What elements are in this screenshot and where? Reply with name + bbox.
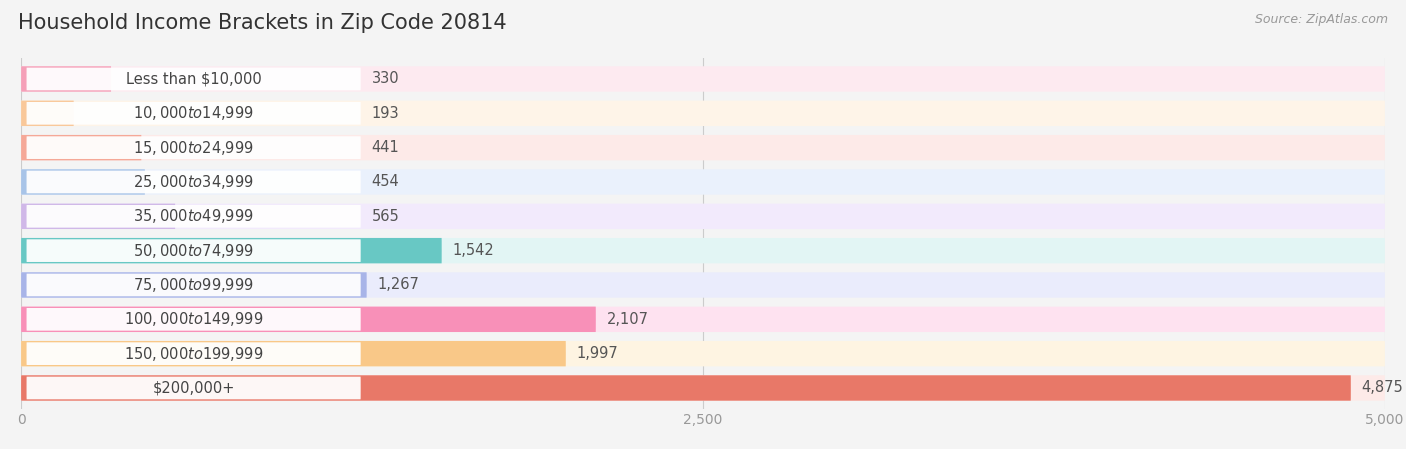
FancyBboxPatch shape bbox=[21, 272, 1385, 298]
Text: $200,000+: $200,000+ bbox=[152, 380, 235, 396]
FancyBboxPatch shape bbox=[27, 377, 361, 399]
FancyBboxPatch shape bbox=[21, 101, 1385, 126]
FancyBboxPatch shape bbox=[21, 66, 1385, 92]
FancyBboxPatch shape bbox=[21, 341, 565, 366]
Text: $15,000 to $24,999: $15,000 to $24,999 bbox=[134, 139, 254, 157]
FancyBboxPatch shape bbox=[27, 102, 361, 125]
Text: 454: 454 bbox=[371, 175, 399, 189]
FancyBboxPatch shape bbox=[21, 169, 1385, 195]
Text: Less than $10,000: Less than $10,000 bbox=[125, 71, 262, 87]
FancyBboxPatch shape bbox=[21, 135, 142, 160]
FancyBboxPatch shape bbox=[27, 136, 361, 159]
FancyBboxPatch shape bbox=[21, 203, 1385, 229]
FancyBboxPatch shape bbox=[21, 307, 1385, 332]
FancyBboxPatch shape bbox=[21, 341, 1385, 366]
FancyBboxPatch shape bbox=[21, 272, 367, 298]
FancyBboxPatch shape bbox=[27, 342, 361, 365]
FancyBboxPatch shape bbox=[21, 101, 73, 126]
Text: $25,000 to $34,999: $25,000 to $34,999 bbox=[134, 173, 254, 191]
Text: $50,000 to $74,999: $50,000 to $74,999 bbox=[134, 242, 254, 260]
FancyBboxPatch shape bbox=[27, 273, 361, 296]
Text: 565: 565 bbox=[371, 209, 399, 224]
Text: 441: 441 bbox=[371, 140, 399, 155]
FancyBboxPatch shape bbox=[21, 307, 596, 332]
Text: 193: 193 bbox=[371, 106, 399, 121]
Text: Source: ZipAtlas.com: Source: ZipAtlas.com bbox=[1254, 13, 1388, 26]
FancyBboxPatch shape bbox=[27, 205, 361, 228]
Text: 1,542: 1,542 bbox=[453, 243, 495, 258]
FancyBboxPatch shape bbox=[27, 171, 361, 194]
FancyBboxPatch shape bbox=[21, 375, 1351, 401]
FancyBboxPatch shape bbox=[21, 135, 1385, 160]
FancyBboxPatch shape bbox=[27, 68, 361, 90]
Text: 330: 330 bbox=[371, 71, 399, 87]
Text: $35,000 to $49,999: $35,000 to $49,999 bbox=[134, 207, 254, 225]
FancyBboxPatch shape bbox=[21, 169, 145, 195]
FancyBboxPatch shape bbox=[21, 375, 1385, 401]
FancyBboxPatch shape bbox=[21, 238, 1385, 264]
FancyBboxPatch shape bbox=[21, 238, 441, 264]
Text: $10,000 to $14,999: $10,000 to $14,999 bbox=[134, 104, 254, 122]
FancyBboxPatch shape bbox=[27, 308, 361, 330]
Text: $100,000 to $149,999: $100,000 to $149,999 bbox=[124, 310, 263, 328]
Text: 1,267: 1,267 bbox=[378, 277, 419, 292]
FancyBboxPatch shape bbox=[21, 66, 111, 92]
Text: $150,000 to $199,999: $150,000 to $199,999 bbox=[124, 345, 263, 363]
FancyBboxPatch shape bbox=[21, 203, 176, 229]
Text: 1,997: 1,997 bbox=[576, 346, 619, 361]
FancyBboxPatch shape bbox=[27, 239, 361, 262]
Text: $75,000 to $99,999: $75,000 to $99,999 bbox=[134, 276, 254, 294]
Text: 2,107: 2,107 bbox=[607, 312, 648, 327]
Text: 4,875: 4,875 bbox=[1362, 380, 1403, 396]
Text: Household Income Brackets in Zip Code 20814: Household Income Brackets in Zip Code 20… bbox=[18, 13, 508, 34]
